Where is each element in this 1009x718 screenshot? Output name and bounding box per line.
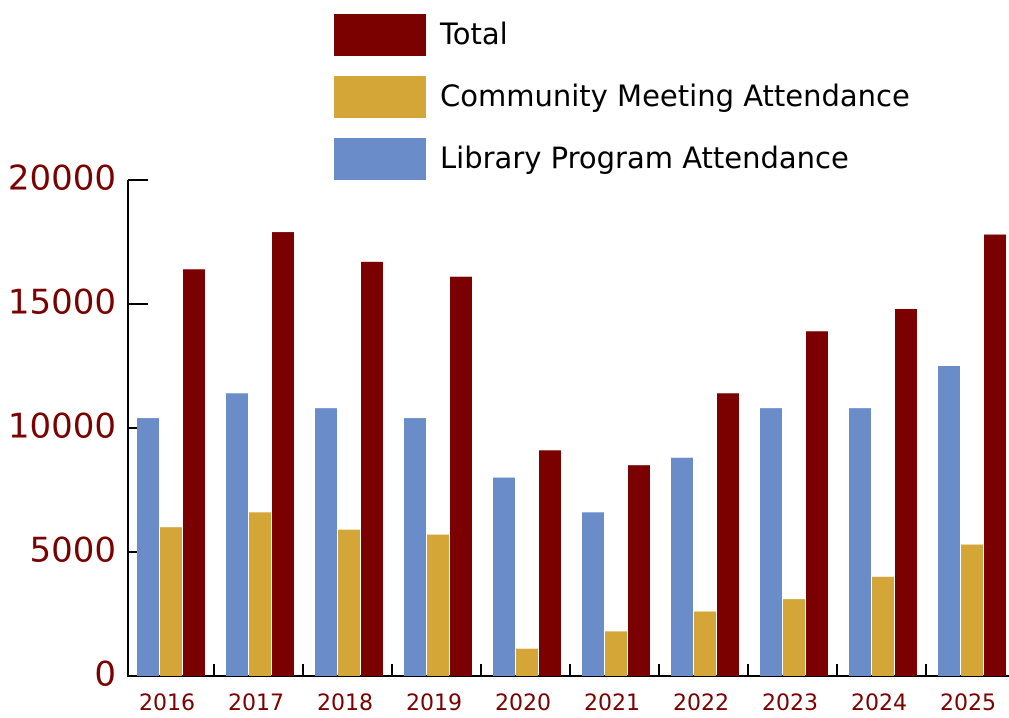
bar (249, 512, 271, 676)
bar (628, 465, 650, 676)
x-tick-label: 2016 (139, 691, 195, 716)
bar (160, 527, 182, 676)
bar (582, 512, 604, 676)
y-tick-label: 0 (94, 655, 116, 695)
x-tick-label: 2017 (228, 691, 284, 716)
legend-swatch (334, 76, 426, 118)
bar (895, 308, 917, 676)
bar (493, 477, 515, 676)
bar (338, 529, 360, 676)
legend-label: Total (439, 17, 508, 51)
x-tick-label: 2022 (673, 691, 729, 716)
bar (137, 418, 159, 676)
bar (694, 611, 716, 676)
legend-swatch (334, 138, 426, 180)
bar (760, 408, 782, 676)
bar (984, 234, 1006, 676)
y-tick-label: 5000 (29, 531, 116, 571)
bar (404, 418, 426, 676)
y-tick-label: 10000 (8, 407, 116, 447)
bar (849, 408, 871, 676)
bar (539, 450, 561, 676)
y-tick-label: 15000 (8, 283, 116, 323)
bar (427, 534, 449, 676)
bar (605, 631, 627, 676)
x-tick-label: 2023 (762, 691, 818, 716)
legend-swatch (334, 14, 426, 56)
bar (806, 331, 828, 676)
bar (938, 366, 960, 676)
bar (226, 393, 248, 676)
x-tick-label: 2025 (940, 691, 996, 716)
bar (783, 599, 805, 676)
y-tick-label: 20000 (8, 159, 116, 199)
bar (671, 457, 693, 676)
bar (961, 544, 983, 676)
bar (183, 269, 205, 676)
x-tick-label: 2020 (495, 691, 551, 716)
bar (361, 261, 383, 676)
x-tick-label: 2021 (584, 691, 640, 716)
bar (272, 232, 294, 676)
legend-label: Library Program Attendance (440, 141, 849, 175)
x-tick-label: 2018 (317, 691, 373, 716)
x-tick-label: 2019 (406, 691, 462, 716)
bar (717, 393, 739, 676)
bar (315, 408, 337, 676)
bar (516, 648, 538, 676)
legend-label: Community Meeting Attendance (440, 79, 910, 113)
bar (450, 276, 472, 676)
bar (872, 576, 894, 676)
x-tick-label: 2024 (851, 691, 907, 716)
